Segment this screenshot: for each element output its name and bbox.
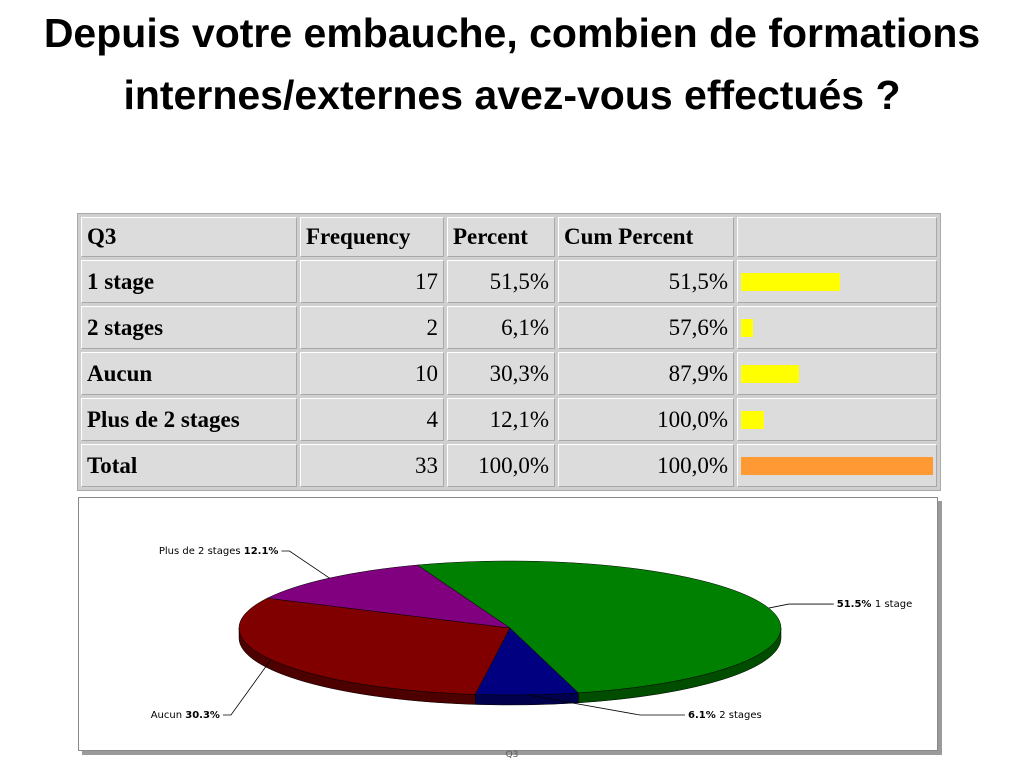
table-row: Plus de 2 stages 4 12,1% 100,0% xyxy=(81,398,937,441)
pie-label-leader xyxy=(768,603,834,609)
row-percent: 12,1% xyxy=(447,398,555,441)
percent-bar xyxy=(741,410,765,429)
percent-bar xyxy=(741,364,800,383)
table-row: Aucun 10 30,3% 87,9% xyxy=(81,352,937,395)
row-percent: 51,5% xyxy=(447,260,555,303)
row-label: 1 stage xyxy=(81,260,297,303)
chart-x-label: Q3 xyxy=(505,750,519,760)
table-row: 2 stages 2 6,1% 57,6% xyxy=(81,306,937,349)
row-cum-percent: 57,6% xyxy=(558,306,734,349)
pie-slice-label: 6.1% 2 stages xyxy=(688,710,762,721)
row-bar-cell xyxy=(737,444,937,487)
pie-label-leader xyxy=(222,659,272,716)
row-label: 2 stages xyxy=(81,306,297,349)
row-cum-percent: 100,0% xyxy=(558,398,734,441)
pie-label-leader xyxy=(527,694,685,716)
row-percent: 6,1% xyxy=(447,306,555,349)
header-percent: Percent xyxy=(447,217,555,257)
row-frequency: 33 xyxy=(300,444,444,487)
pie-label-leader xyxy=(281,550,330,579)
table-row: 1 stage 17 51,5% 51,5% xyxy=(81,260,937,303)
row-bar-cell xyxy=(737,352,937,395)
pie-chart-svg: 51.5% 1 stage 6.1% 2 stages Aucun 30.3% Plu… xyxy=(151,546,913,721)
row-frequency: 10 xyxy=(300,352,444,395)
pie-slice-label: Aucun 30.3% xyxy=(151,710,220,721)
row-label: Total xyxy=(81,444,297,487)
row-frequency: 2 xyxy=(300,306,444,349)
percent-bar xyxy=(741,456,933,475)
row-percent: 30,3% xyxy=(447,352,555,395)
row-percent: 100,0% xyxy=(447,444,555,487)
row-frequency: 4 xyxy=(300,398,444,441)
slide-title: Depuis votre embauche, combien de format… xyxy=(43,10,981,118)
row-label: Aucun xyxy=(81,352,297,395)
table-row: Total 33 100,0% 100,0% xyxy=(81,444,937,487)
row-label: Plus de 2 stages xyxy=(81,398,297,441)
row-cum-percent: 100,0% xyxy=(558,444,734,487)
pie-slice-label: Plus de 2 stages 12.1% xyxy=(159,546,279,557)
row-bar-cell xyxy=(737,398,937,441)
row-bar-cell xyxy=(737,260,937,303)
pie-slice-label: 51.5% 1 stage xyxy=(837,599,913,610)
pie-slice xyxy=(238,597,511,695)
header-q3: Q3 xyxy=(81,217,297,257)
pie-slice xyxy=(416,560,782,694)
row-frequency: 17 xyxy=(300,260,444,303)
pie-chart: 51.5% 1 stage 6.1% 2 stages Aucun 30.3% Plu… xyxy=(78,497,938,751)
header-bar xyxy=(737,217,937,257)
row-bar-cell xyxy=(737,306,937,349)
frequency-table: Q3 Frequency Percent Cum Percent 1 stage… xyxy=(77,213,941,491)
percent-bar xyxy=(741,318,753,337)
header-cum-percent: Cum Percent xyxy=(558,217,734,257)
row-cum-percent: 87,9% xyxy=(558,352,734,395)
table-header-row: Q3 Frequency Percent Cum Percent xyxy=(81,217,937,257)
header-frequency: Frequency xyxy=(300,217,444,257)
row-cum-percent: 51,5% xyxy=(558,260,734,303)
percent-bar xyxy=(741,272,840,291)
